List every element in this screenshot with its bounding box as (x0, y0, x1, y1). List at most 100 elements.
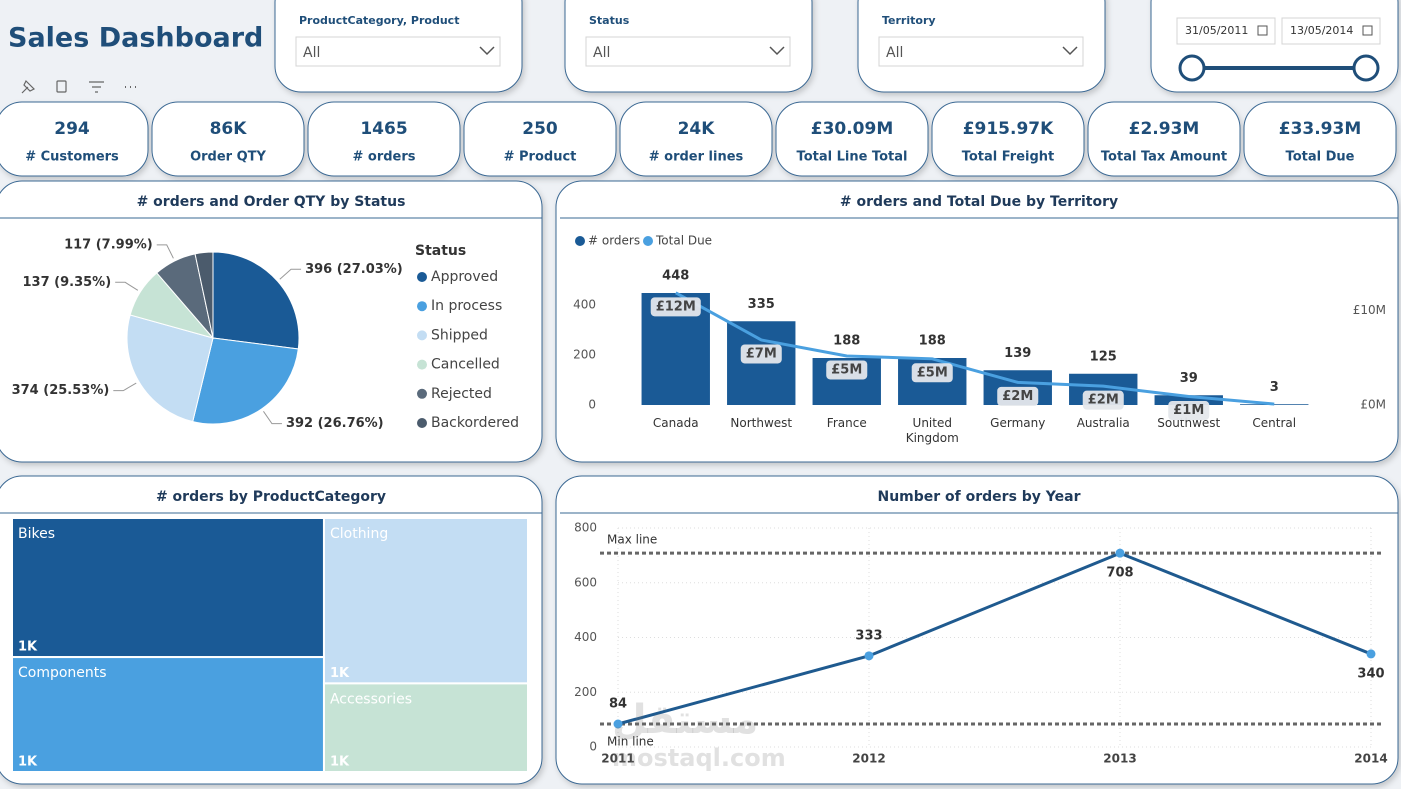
x-tick-label: Canada (652, 416, 699, 430)
leader-line (113, 382, 137, 392)
kpi-label: Total Due (1286, 150, 1355, 165)
kpi-card (619, 101, 773, 177)
data-label: 374 (25.53%) (12, 383, 110, 398)
calendar-icon[interactable] (1362, 25, 1373, 36)
tile-label: Accessories (330, 691, 412, 707)
kpi-card (0, 101, 149, 177)
kpi-card (1243, 101, 1397, 177)
pin-icon[interactable] (21, 79, 36, 94)
y-tick-label: 0 (588, 398, 596, 412)
leader-line (263, 411, 282, 425)
legend-marker (643, 236, 653, 246)
legend-label: # orders (588, 234, 640, 248)
chart-title: # orders and Total Due by Territory (840, 194, 1118, 210)
line-series (617, 551, 1372, 726)
x-tick-label-box: Northwest (730, 416, 792, 430)
data-label: 392 (26.76%) (286, 416, 384, 431)
x-tick-label: 2014 (1354, 752, 1387, 766)
data-label: 84 (609, 697, 627, 712)
date-box[interactable] (1176, 17, 1276, 45)
kpi-value: 250 (522, 119, 558, 139)
kpi-label: # Customers (25, 150, 119, 165)
kpi-card (307, 101, 461, 177)
chart-title: # orders and Order QTY by Status (137, 194, 406, 210)
x-tick-label: United Kingdom (905, 416, 959, 445)
legend-marker (417, 388, 427, 399)
slider-handle[interactable] (1178, 54, 1206, 82)
x-tick-label: 2013 (1103, 752, 1136, 766)
bar (1154, 395, 1223, 405)
data-label-bg (826, 360, 868, 380)
dropdown[interactable] (295, 36, 501, 67)
dropdown-chevron[interactable] (1062, 46, 1078, 56)
legend-marker (575, 236, 585, 246)
line-marker (1115, 548, 1125, 558)
filter-label: Territory (882, 14, 936, 27)
treemap-tile (322, 517, 529, 685)
bar (1240, 404, 1309, 405)
data-label: 125 (1090, 349, 1117, 364)
dropdown-value[interactable]: All (593, 45, 610, 61)
treemap-tile (11, 517, 325, 659)
legend-label: Total Due (655, 234, 712, 248)
y-tick-label: 200 (573, 348, 596, 362)
date-box[interactable] (1281, 17, 1381, 45)
data-label: 340 (1357, 666, 1384, 681)
legend-label: In process (431, 298, 502, 314)
date-value[interactable]: 13/05/2014 (1290, 24, 1353, 37)
x-tick-label: Germany (990, 416, 1046, 430)
filter-label: ProductCategory, Product (299, 14, 459, 27)
data-label: 117 (7.99%) (64, 237, 153, 252)
kpi-card (775, 101, 929, 177)
tile-label: Components (18, 665, 107, 681)
kpi-value: £33.93M (1279, 119, 1362, 139)
legend-label: Backordered (431, 415, 519, 431)
kpi-card (463, 101, 617, 177)
filter-icon[interactable] (89, 81, 104, 93)
data-label: 137 (9.35%) (23, 275, 112, 290)
dropdown-value[interactable]: All (303, 45, 320, 61)
legend-marker (417, 359, 427, 370)
tile-value: 1K (330, 666, 350, 681)
data-label: £7M (746, 346, 777, 361)
data-label: 3 (1270, 380, 1279, 395)
pie-slice (194, 251, 214, 339)
x-tick-label-box: Canada (652, 416, 699, 430)
x-tick-label: Australia (1076, 416, 1130, 430)
slider-handle[interactable] (1352, 54, 1380, 82)
legend-label: Shipped (431, 327, 488, 343)
dropdown-chevron[interactable] (769, 46, 785, 56)
treemap-tile (11, 656, 325, 774)
dropdown-chevron[interactable] (479, 46, 495, 56)
legend-title: Status (415, 243, 466, 259)
dropdown-value[interactable]: All (886, 45, 903, 61)
leader-line (115, 281, 139, 291)
dropdown[interactable] (585, 36, 791, 67)
legend-label: Cancelled (431, 357, 500, 373)
date-value[interactable]: 31/05/2011 (1185, 24, 1248, 37)
kpi-card (931, 101, 1085, 177)
y-tick-label: 400 (573, 298, 596, 312)
chart-panel (555, 475, 1399, 785)
line-marker (864, 651, 874, 661)
x-tick-label-box: Australia (1076, 416, 1130, 430)
kpi-card (151, 101, 305, 177)
x-tick-label-box: United Kingdom (905, 416, 959, 445)
kpi-label: Order QTY (190, 150, 266, 165)
data-label: £12M (656, 299, 696, 314)
calendar-icon[interactable] (1257, 25, 1268, 36)
data-label: 396 (27.03%) (305, 262, 403, 277)
y-tick-label: 800 (574, 521, 597, 535)
kpi-value: 294 (54, 119, 90, 139)
x-tick-label-box: Germany (990, 416, 1046, 430)
kpi-label: Total Line Total (797, 150, 908, 165)
filter-label: Status (589, 14, 630, 27)
data-label: 708 (1106, 566, 1133, 581)
y-tick-label: 200 (574, 685, 597, 699)
reference-label: Max line (607, 533, 657, 547)
copy-icon[interactable] (56, 80, 67, 93)
dropdown[interactable] (878, 36, 1084, 67)
kpi-card (1087, 101, 1241, 177)
data-label: 39 (1180, 371, 1198, 386)
